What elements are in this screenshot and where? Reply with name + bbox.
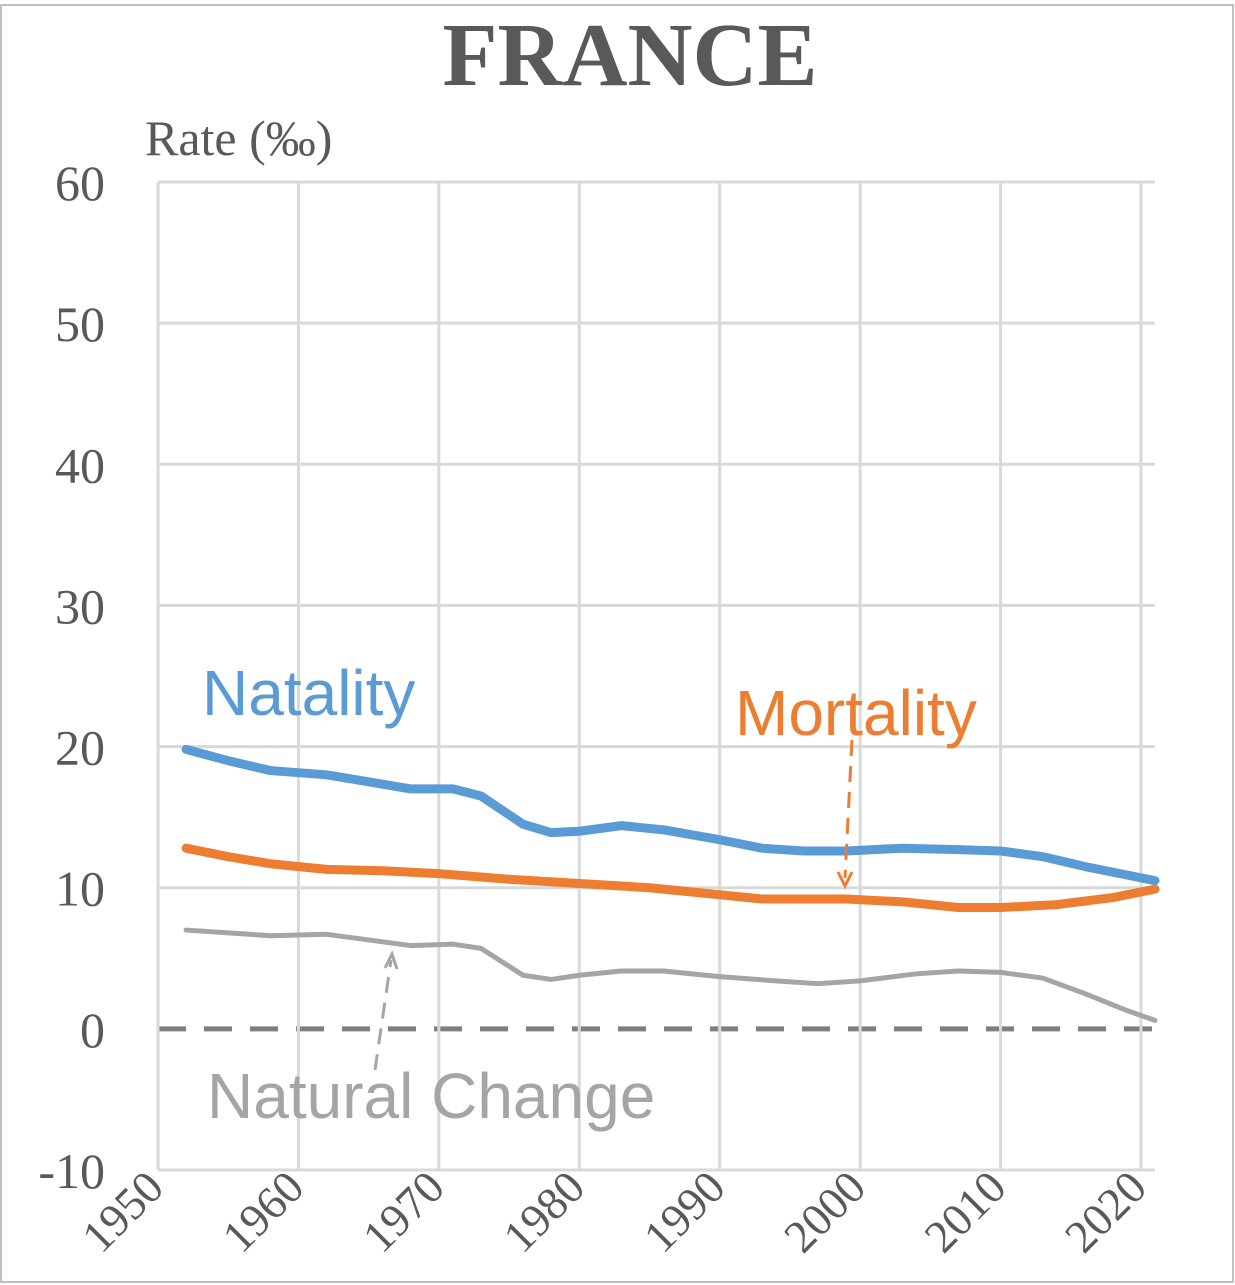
arrowhead bbox=[836, 871, 854, 890]
series-label: Natality bbox=[202, 657, 415, 729]
y-tick-label: 40 bbox=[55, 437, 105, 493]
x-tick-label: 1980 bbox=[493, 1161, 594, 1262]
x-tick-label: 1990 bbox=[634, 1161, 735, 1262]
x-tick-label: 2000 bbox=[774, 1161, 875, 1262]
chart-title: FRANCE bbox=[443, 6, 818, 105]
y-tick-label: -10 bbox=[38, 1143, 105, 1199]
y-tick-label: 60 bbox=[55, 155, 105, 211]
series-label: Natural Change bbox=[207, 1060, 655, 1132]
x-tick-label: 1970 bbox=[353, 1161, 454, 1262]
y-axis-label: Rate (‰) bbox=[145, 110, 332, 166]
x-tick-label: 1960 bbox=[212, 1161, 313, 1262]
y-tick-label: 30 bbox=[55, 578, 105, 634]
y-tick-label: 0 bbox=[80, 1002, 105, 1058]
series-line bbox=[181, 744, 1160, 886]
y-tick-label: 50 bbox=[55, 296, 105, 352]
frame bbox=[0, 4, 1234, 1283]
mortality-arrow bbox=[843, 739, 854, 879]
series-line bbox=[181, 843, 1160, 912]
arrowhead bbox=[383, 950, 399, 970]
series-label: Mortality bbox=[735, 677, 977, 749]
natural-change-arrow bbox=[373, 959, 393, 1071]
grid bbox=[156, 180, 1155, 1172]
x-tick-label: 2010 bbox=[914, 1161, 1015, 1262]
y-tick-label: 20 bbox=[55, 720, 105, 776]
lines bbox=[181, 744, 1160, 1023]
x-tick-label: 2020 bbox=[1055, 1161, 1156, 1262]
y-tick-label: 10 bbox=[55, 861, 105, 917]
series-line bbox=[183, 927, 1158, 1023]
